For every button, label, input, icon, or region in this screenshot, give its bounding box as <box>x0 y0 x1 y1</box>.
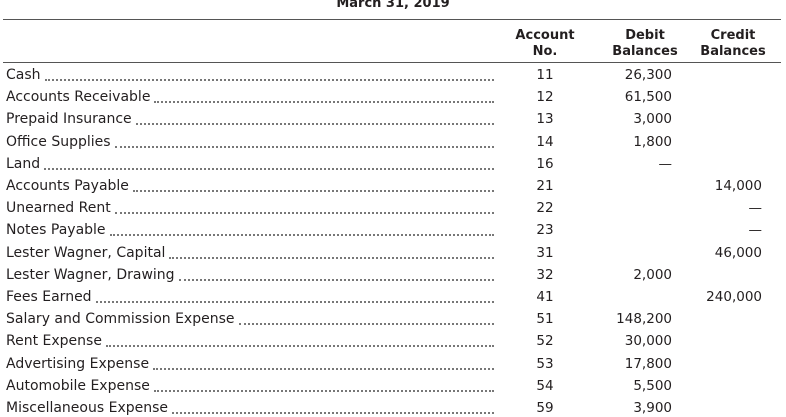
account-number: 52 <box>536 333 554 350</box>
account-number: 13 <box>536 111 554 128</box>
dot-leader <box>105 345 494 348</box>
account-name: Notes Payable <box>6 222 106 239</box>
column-header: Account No. <box>505 28 585 60</box>
dot-leader <box>44 79 494 81</box>
dot-leader <box>153 367 494 370</box>
account-name: Advertising Expense <box>6 355 150 372</box>
debit-balance: 2,000 <box>633 266 672 283</box>
debit-balance: 3,900 <box>633 400 672 416</box>
dot-leader <box>114 212 494 215</box>
debit-balance: 26,300 <box>624 67 672 83</box>
dot-leader <box>132 190 494 192</box>
account-name: Salary and Commission Expense <box>6 311 235 328</box>
account-name: Cash <box>6 67 41 83</box>
dot-leader <box>154 101 494 104</box>
account-number: 41 <box>536 289 554 305</box>
credit-balance: — <box>748 200 763 217</box>
debit-balance: 61,500 <box>624 89 672 106</box>
account-number: 59 <box>536 400 554 416</box>
rule <box>3 62 781 63</box>
account-name: Prepaid Insurance <box>6 111 132 128</box>
account-name: Lester Wagner, Capital <box>6 244 166 261</box>
dot-leader <box>178 278 494 281</box>
account-number: 31 <box>536 244 554 261</box>
dot-leader <box>114 145 494 148</box>
dot-leader <box>238 323 494 326</box>
dot-leader <box>109 234 494 237</box>
account-name: Unearned Rent <box>6 200 111 217</box>
rule <box>3 19 781 20</box>
account-name: Rent Expense <box>6 333 102 350</box>
account-number: 21 <box>536 178 554 194</box>
column-header: Debit Balances <box>605 28 685 60</box>
debit-balance: 30,000 <box>624 333 672 350</box>
header-line: Balances <box>612 44 678 59</box>
account-name: Office Supplies <box>6 133 111 150</box>
debit-balance: 5,500 <box>633 377 672 394</box>
debit-balance: 148,200 <box>616 311 672 328</box>
account-number: 32 <box>536 266 554 283</box>
header-line: Debit <box>625 28 665 43</box>
dot-leader <box>172 412 494 414</box>
account-name: Lester Wagner, Drawing <box>6 266 175 283</box>
debit-balance: 3,000 <box>633 111 672 128</box>
column-header: Credit Balances <box>693 28 773 60</box>
credit-balance: — <box>748 222 763 239</box>
account-name: Automobile Expense <box>6 377 150 394</box>
account-name: Accounts Receivable <box>6 89 151 106</box>
account-number: 51 <box>536 311 554 328</box>
account-number: 53 <box>536 355 554 372</box>
header-line: No. <box>532 44 558 59</box>
credit-balance: 46,000 <box>714 244 762 261</box>
account-number: 22 <box>536 200 554 217</box>
account-name: Accounts Payable <box>6 178 129 194</box>
dot-leader <box>95 301 494 303</box>
debit-balance: — <box>658 155 673 172</box>
header-line: Account <box>515 28 575 43</box>
header-line: Balances <box>700 44 766 59</box>
account-name: Land <box>6 155 41 172</box>
dot-leader <box>153 389 494 392</box>
debit-balance: 17,800 <box>624 355 672 372</box>
account-number: 54 <box>536 377 554 394</box>
credit-balance: 14,000 <box>714 178 762 194</box>
account-number: 16 <box>536 155 554 172</box>
dot-leader <box>44 167 494 170</box>
header-line: Credit <box>710 28 756 43</box>
account-number: 23 <box>536 222 554 239</box>
account-name: Miscellaneous Expense <box>6 400 169 416</box>
credit-balance: 240,000 <box>706 289 762 305</box>
account-number: 12 <box>536 89 554 106</box>
account-number: 11 <box>536 67 554 83</box>
date: March 31, 2019 <box>336 0 450 11</box>
dot-leader <box>169 256 494 259</box>
account-name: Fees Earned <box>6 289 92 305</box>
dot-leader <box>135 123 494 126</box>
debit-balance: 1,800 <box>633 133 672 150</box>
account-number: 14 <box>536 133 554 150</box>
